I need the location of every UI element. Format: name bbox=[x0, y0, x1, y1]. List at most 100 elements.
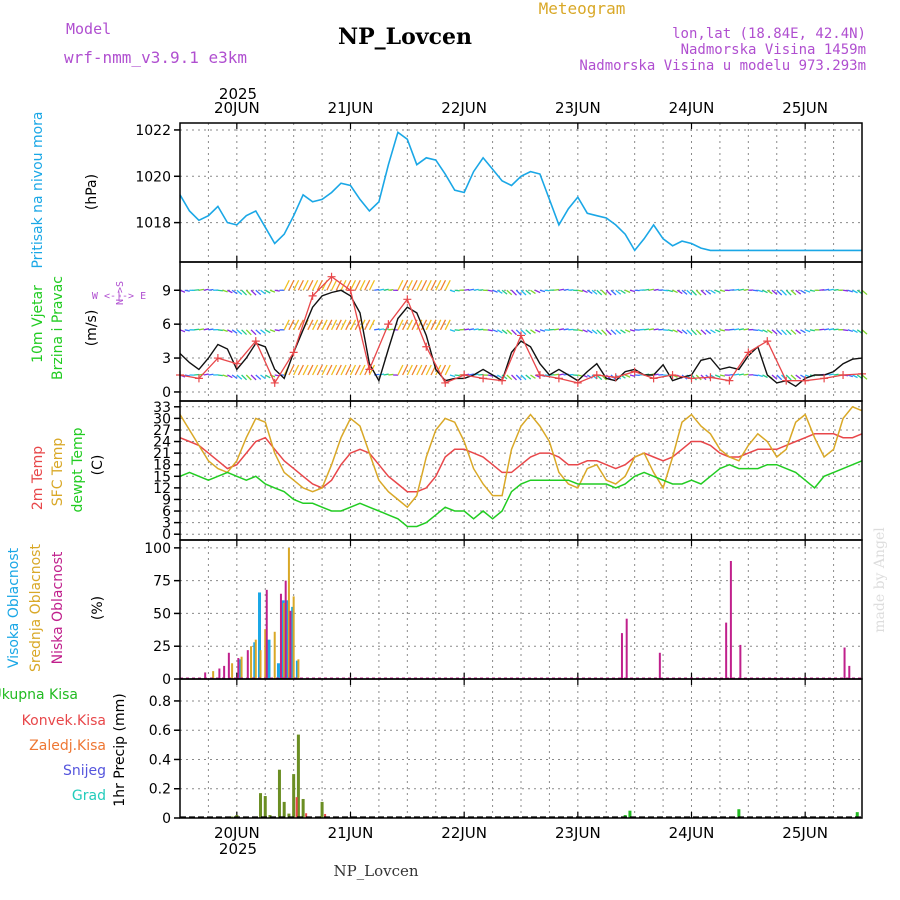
wind-barb bbox=[752, 374, 759, 377]
wind-barb bbox=[785, 374, 792, 381]
top-date-label: 22JUN bbox=[441, 99, 487, 117]
wind-barb bbox=[681, 329, 688, 335]
panel-5: 0 0.2 0.4 0.6 0.8 bbox=[149, 679, 862, 827]
wind-barb bbox=[738, 288, 744, 291]
wind-barb bbox=[245, 329, 252, 336]
wind-barb bbox=[241, 374, 248, 381]
wind-barb bbox=[695, 329, 702, 336]
wind-barb bbox=[781, 329, 787, 336]
gust-marker bbox=[289, 348, 298, 357]
gust-marker bbox=[744, 348, 753, 357]
wind-barb bbox=[345, 364, 352, 376]
wind-barb bbox=[354, 279, 361, 291]
wind-barb bbox=[520, 329, 527, 335]
gust-marker bbox=[232, 359, 241, 368]
compass-ns: N->S bbox=[115, 281, 126, 305]
wind-barb bbox=[302, 364, 309, 376]
wind-barb bbox=[577, 289, 583, 293]
wind-barb bbox=[525, 289, 532, 295]
wind-barb bbox=[184, 289, 190, 292]
wind-barb bbox=[653, 288, 659, 291]
y-tick-label: 9 bbox=[162, 283, 171, 299]
wind-barb bbox=[691, 329, 697, 336]
wind-barb bbox=[672, 329, 678, 333]
cloud-bar bbox=[297, 659, 300, 679]
legend-snijeg: Snijeg bbox=[63, 763, 106, 779]
wind-barb bbox=[790, 374, 797, 380]
cloud-bar bbox=[292, 596, 295, 679]
wind-barb bbox=[501, 329, 508, 335]
wind-barb bbox=[430, 319, 437, 331]
cloud-bar bbox=[848, 665, 851, 679]
y-tick-label: 21 bbox=[153, 446, 171, 462]
wind-barb bbox=[402, 279, 409, 291]
wind-barb bbox=[525, 329, 532, 335]
wind-barb bbox=[734, 288, 740, 291]
precip-bar bbox=[855, 812, 859, 818]
wind-barb bbox=[842, 289, 849, 292]
wind-barb bbox=[241, 329, 248, 336]
lonlat-label: lon,lat (18.84E, 42.4N) bbox=[672, 26, 866, 42]
cloud-bar bbox=[259, 650, 262, 679]
wind-barb bbox=[326, 364, 333, 376]
wind-barb bbox=[700, 289, 707, 296]
wind-barb bbox=[743, 288, 749, 291]
y-tick-label: 0.4 bbox=[149, 752, 171, 768]
wind-barb bbox=[554, 288, 560, 291]
wind-barb bbox=[686, 329, 693, 335]
cloud-bar bbox=[279, 593, 282, 679]
y-tick-label: 75 bbox=[153, 574, 171, 590]
wind-barb bbox=[425, 364, 432, 376]
wind-barb bbox=[515, 374, 522, 381]
wind-barb bbox=[203, 373, 209, 376]
mid-cloud-title: Srednja Oblacnost bbox=[28, 544, 44, 672]
wind-barb bbox=[359, 279, 366, 291]
wind-barb bbox=[861, 329, 868, 335]
wind-barb bbox=[752, 289, 759, 292]
bottom-date-label: 24JUN bbox=[669, 824, 715, 842]
wind-barb bbox=[828, 288, 834, 291]
wind-barb bbox=[374, 328, 380, 331]
watermark: made by Angel bbox=[872, 527, 888, 633]
gust-marker bbox=[554, 374, 563, 383]
precip-bar bbox=[282, 801, 286, 818]
wind-barb bbox=[710, 329, 716, 334]
wind-barb bbox=[255, 329, 262, 335]
wind-barb bbox=[349, 364, 357, 376]
wind-barb bbox=[388, 328, 394, 331]
wind-barb bbox=[297, 364, 304, 376]
wind-barb bbox=[264, 374, 271, 379]
wind-barb bbox=[800, 289, 806, 294]
wind-barb bbox=[644, 328, 650, 331]
wind-barb bbox=[364, 279, 371, 291]
precip-bar bbox=[296, 734, 300, 818]
wind-barb bbox=[610, 329, 617, 335]
wind-barb bbox=[520, 374, 527, 381]
y-tick-label: 3 bbox=[162, 351, 171, 367]
precip-bar bbox=[259, 793, 263, 818]
y-tick-label: 3 bbox=[162, 516, 171, 532]
legend-grad: Grad bbox=[72, 788, 106, 804]
wind-barb bbox=[208, 373, 214, 376]
wind-barb bbox=[738, 373, 744, 376]
convective-bar bbox=[324, 813, 327, 818]
wind-barb bbox=[340, 319, 347, 331]
cloud-bar bbox=[258, 592, 262, 679]
wind-barb bbox=[771, 329, 778, 335]
pressure-line bbox=[179, 130, 862, 252]
wind-barb bbox=[833, 328, 839, 331]
wind-barb bbox=[454, 374, 460, 377]
wind-axis-title-2: Brzina i Pravac bbox=[50, 276, 66, 380]
bottom-date-label: 21JUN bbox=[328, 824, 374, 842]
y-tick-label: 1018 bbox=[135, 216, 171, 232]
wind-barb bbox=[250, 329, 257, 336]
y-tick-label: 0.6 bbox=[149, 723, 171, 739]
y-tick-label: 0 bbox=[162, 385, 171, 401]
wind-barb bbox=[397, 364, 404, 376]
y-tick-label: 33 bbox=[153, 400, 171, 416]
wind-barb bbox=[795, 329, 802, 335]
precip-bar bbox=[268, 815, 272, 818]
panel-1: 1018 1020 1022 bbox=[135, 123, 862, 262]
wind-barb bbox=[388, 373, 394, 376]
wind-barb bbox=[785, 289, 792, 296]
